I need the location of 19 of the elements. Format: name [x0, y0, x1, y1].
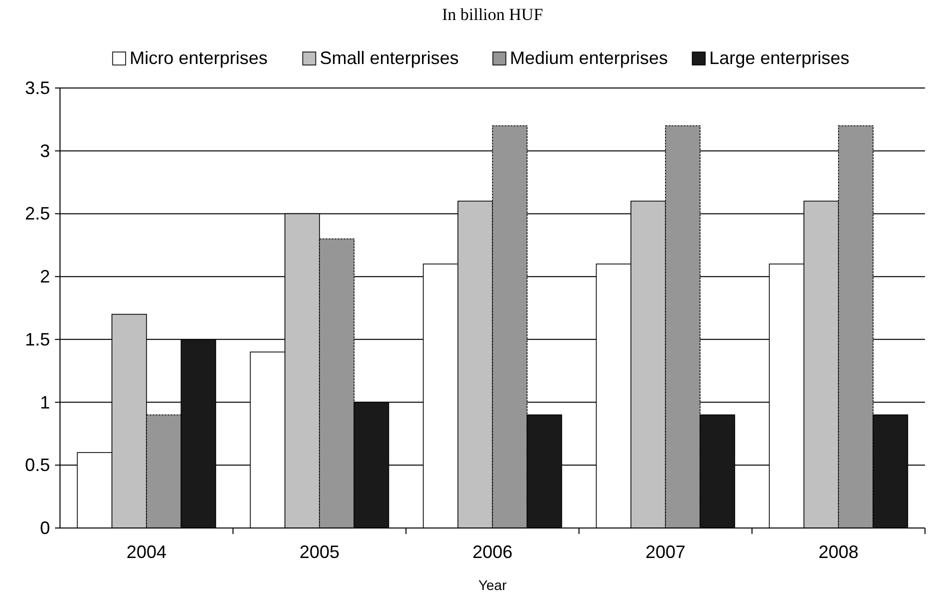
x-tick-label: 2007 [645, 542, 686, 562]
y-tick-label: 0 [40, 518, 50, 538]
x-tick-label: 2006 [472, 542, 513, 562]
y-tick-label: 2.5 [24, 204, 50, 224]
x-tick-label: 2004 [126, 542, 167, 562]
y-tick-label: 3.5 [24, 78, 50, 98]
x-tick-label: 2005 [299, 542, 340, 562]
chart-title: In billion HUF [442, 5, 544, 24]
legend-label: Small enterprises [320, 48, 459, 68]
y-tick-label: 3 [40, 140, 50, 161]
x-tick-label: 2008 [818, 542, 859, 562]
y-tick-label: 2 [40, 266, 50, 287]
legend-label: Large enterprises [709, 48, 850, 68]
x-axis-title: Year [478, 577, 507, 593]
legend-label: Micro enterprises [130, 48, 268, 68]
y-tick-label: 0.5 [24, 455, 50, 476]
legend-label: Medium enterprises [510, 48, 668, 68]
y-tick-label: 1.5 [24, 329, 50, 350]
y-tick-label: 1 [40, 392, 50, 412]
